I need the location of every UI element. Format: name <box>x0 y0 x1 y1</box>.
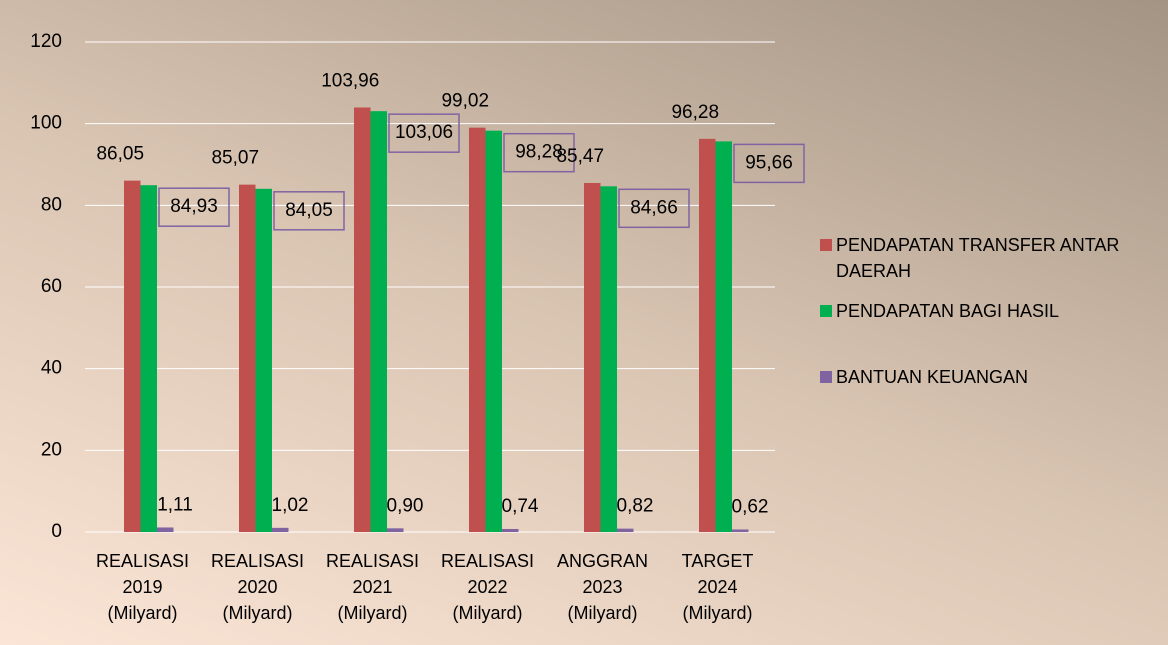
y-tick-label: 80 <box>41 194 62 215</box>
y-tick-label: 0 <box>51 521 62 542</box>
value-label: 103,96 <box>321 71 379 92</box>
x-tick-label: REALISASI 2022 (Milyard) <box>440 551 535 623</box>
bar <box>600 186 617 532</box>
value-label: 84,66 <box>630 197 678 218</box>
x-tick-label: REALISASI 2019 (Milyard) <box>95 551 190 623</box>
value-label: 1,11 <box>157 494 193 515</box>
bar <box>387 528 404 532</box>
value-label: 99,02 <box>441 91 489 112</box>
value-label: 84,05 <box>285 200 333 221</box>
bar <box>140 185 157 532</box>
value-label: 85,47 <box>556 146 604 167</box>
bar <box>272 527 289 532</box>
legend-label: PENDAPATAN TRANSFER ANTAR DAERAH <box>836 235 1120 281</box>
value-label: 96,28 <box>671 102 719 123</box>
y-tick-label: 60 <box>41 276 62 297</box>
bar <box>469 127 486 532</box>
bar <box>124 180 141 533</box>
bar <box>157 527 174 532</box>
label-box <box>388 113 460 153</box>
value-label: 0,90 <box>387 495 424 516</box>
bar <box>732 529 749 532</box>
bar <box>354 107 371 532</box>
bar <box>617 528 634 532</box>
bar <box>239 184 256 532</box>
label-box <box>503 132 575 173</box>
bar <box>584 182 601 532</box>
legend-swatch <box>820 239 832 251</box>
x-tick-label: REALISASI 2021 (Milyard) <box>325 551 420 623</box>
y-tick-label: 100 <box>30 113 62 134</box>
label-box <box>158 187 230 227</box>
bar <box>715 141 732 532</box>
legend-label: PENDAPATAN BAGI HASIL <box>836 301 1060 321</box>
value-label: 0,82 <box>617 496 654 517</box>
bar <box>255 188 272 532</box>
bar <box>485 130 502 532</box>
label-box <box>618 188 690 229</box>
value-label: 98,28 <box>515 142 563 163</box>
x-tick-label: REALISASI 2020 (Milyard) <box>210 551 305 623</box>
legend-label: BANTUAN KEUANGAN <box>836 367 1029 387</box>
y-tick-label: 120 <box>30 31 62 52</box>
y-tick-label: 40 <box>41 358 62 379</box>
x-tick-label: TARGET 2024 (Milyard) <box>681 551 754 623</box>
legend-swatch <box>820 305 832 317</box>
value-label: 86,05 <box>96 144 144 165</box>
legend-swatch <box>820 371 832 383</box>
value-label: 0,62 <box>732 496 769 517</box>
x-tick-label: ANGGRAN 2023 (Milyard) <box>556 551 648 623</box>
bar <box>502 528 519 532</box>
label-box <box>733 143 805 184</box>
y-tick-label: 20 <box>41 439 62 460</box>
value-label: 0,74 <box>502 496 539 517</box>
value-label: 84,93 <box>170 196 218 217</box>
value-label: 85,07 <box>211 148 259 169</box>
bar <box>699 138 716 532</box>
label-box <box>273 191 345 231</box>
value-label: 95,66 <box>745 152 793 173</box>
value-label: 1,02 <box>272 495 309 516</box>
value-label: 103,06 <box>395 122 453 143</box>
bar <box>370 111 387 533</box>
